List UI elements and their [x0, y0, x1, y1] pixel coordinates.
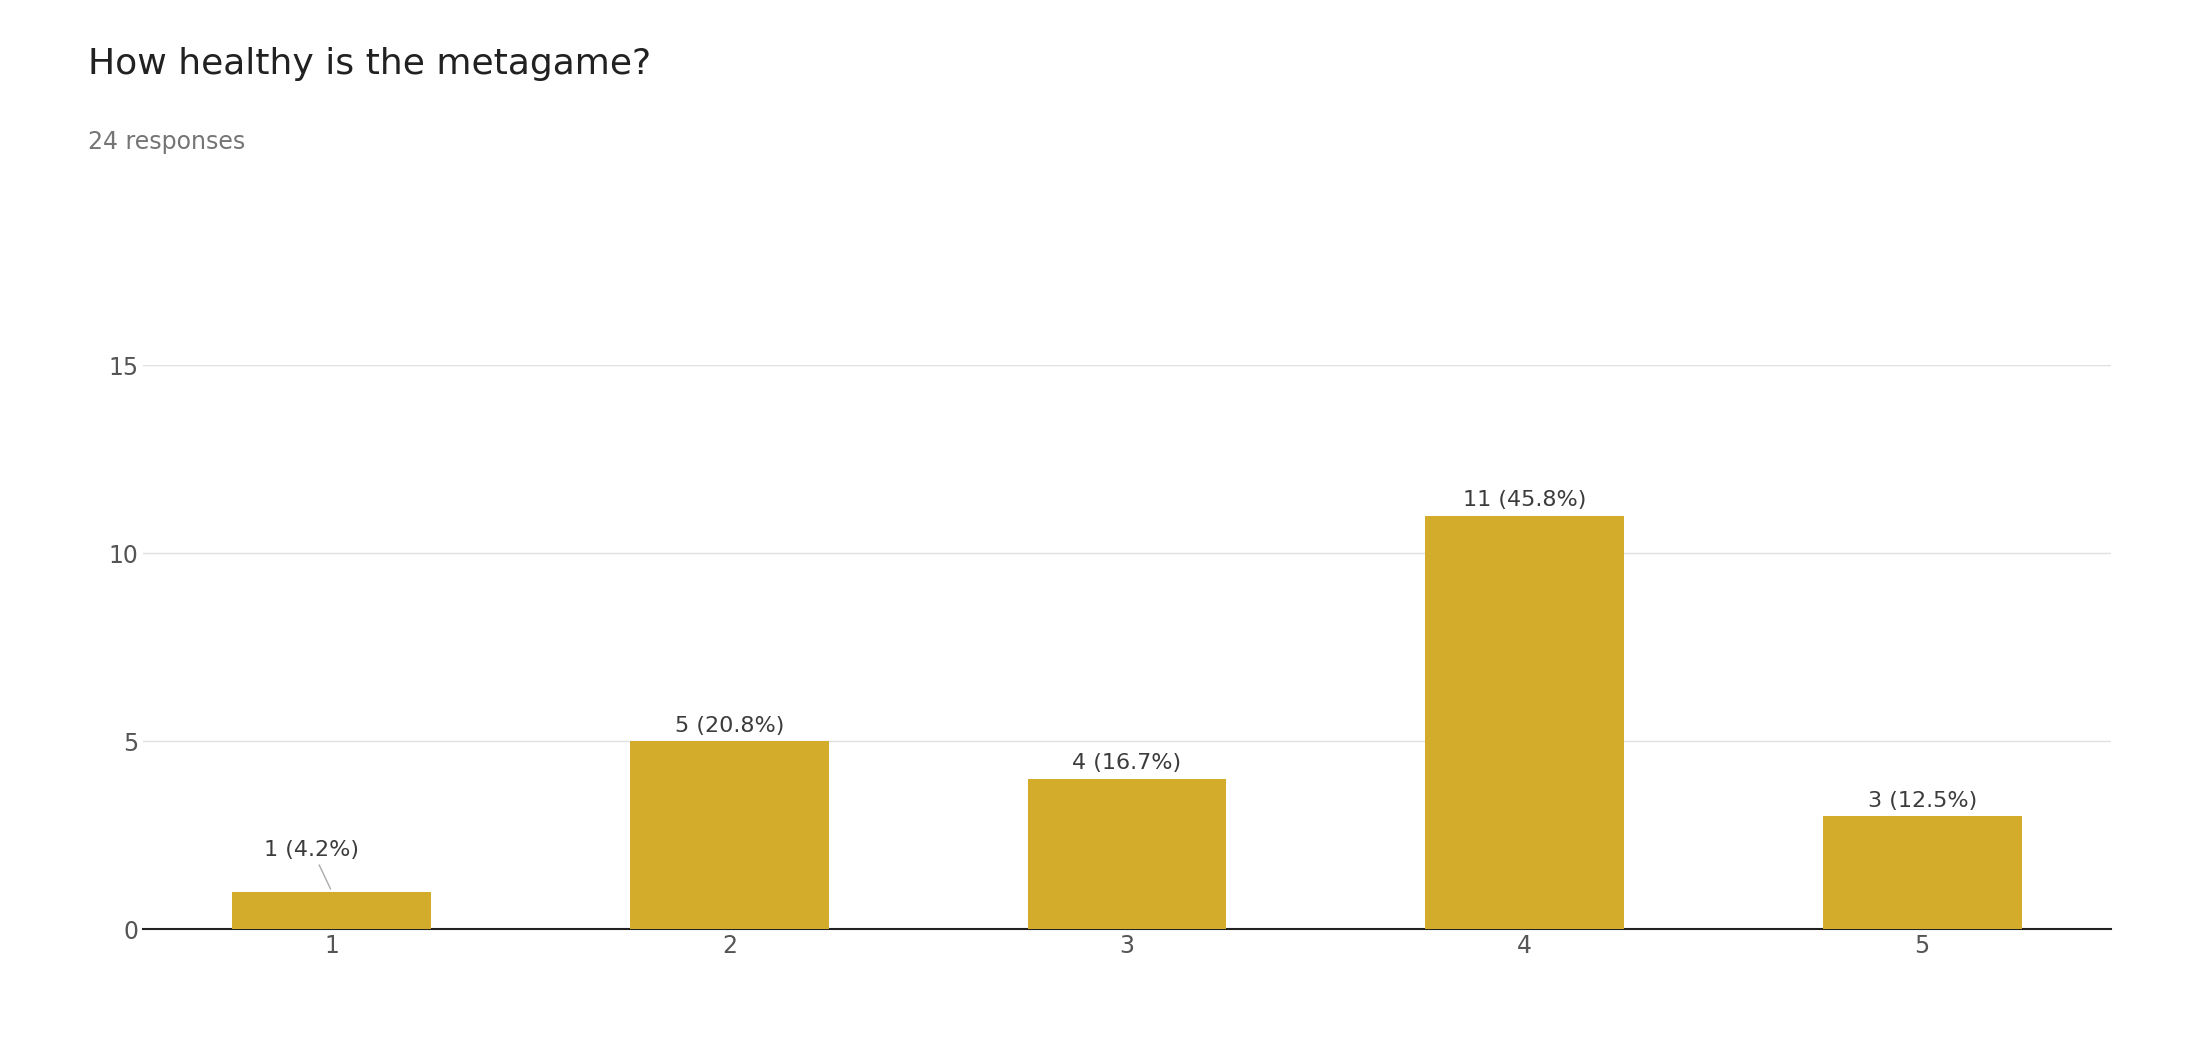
- Bar: [1425, 516, 1625, 929]
- Bar: [1823, 816, 2021, 929]
- Text: How healthy is the metagame?: How healthy is the metagame?: [88, 47, 651, 81]
- Bar: [629, 741, 829, 929]
- Text: 11 (45.8%): 11 (45.8%): [1462, 490, 1585, 511]
- Text: 24 responses: 24 responses: [88, 130, 246, 155]
- Bar: [1027, 779, 1227, 929]
- Text: 1 (4.2%): 1 (4.2%): [264, 839, 358, 889]
- Text: 5 (20.8%): 5 (20.8%): [675, 715, 785, 736]
- Text: 4 (16.7%): 4 (16.7%): [1073, 753, 1181, 774]
- Text: 3 (12.5%): 3 (12.5%): [1867, 790, 1977, 811]
- Bar: [233, 892, 431, 929]
